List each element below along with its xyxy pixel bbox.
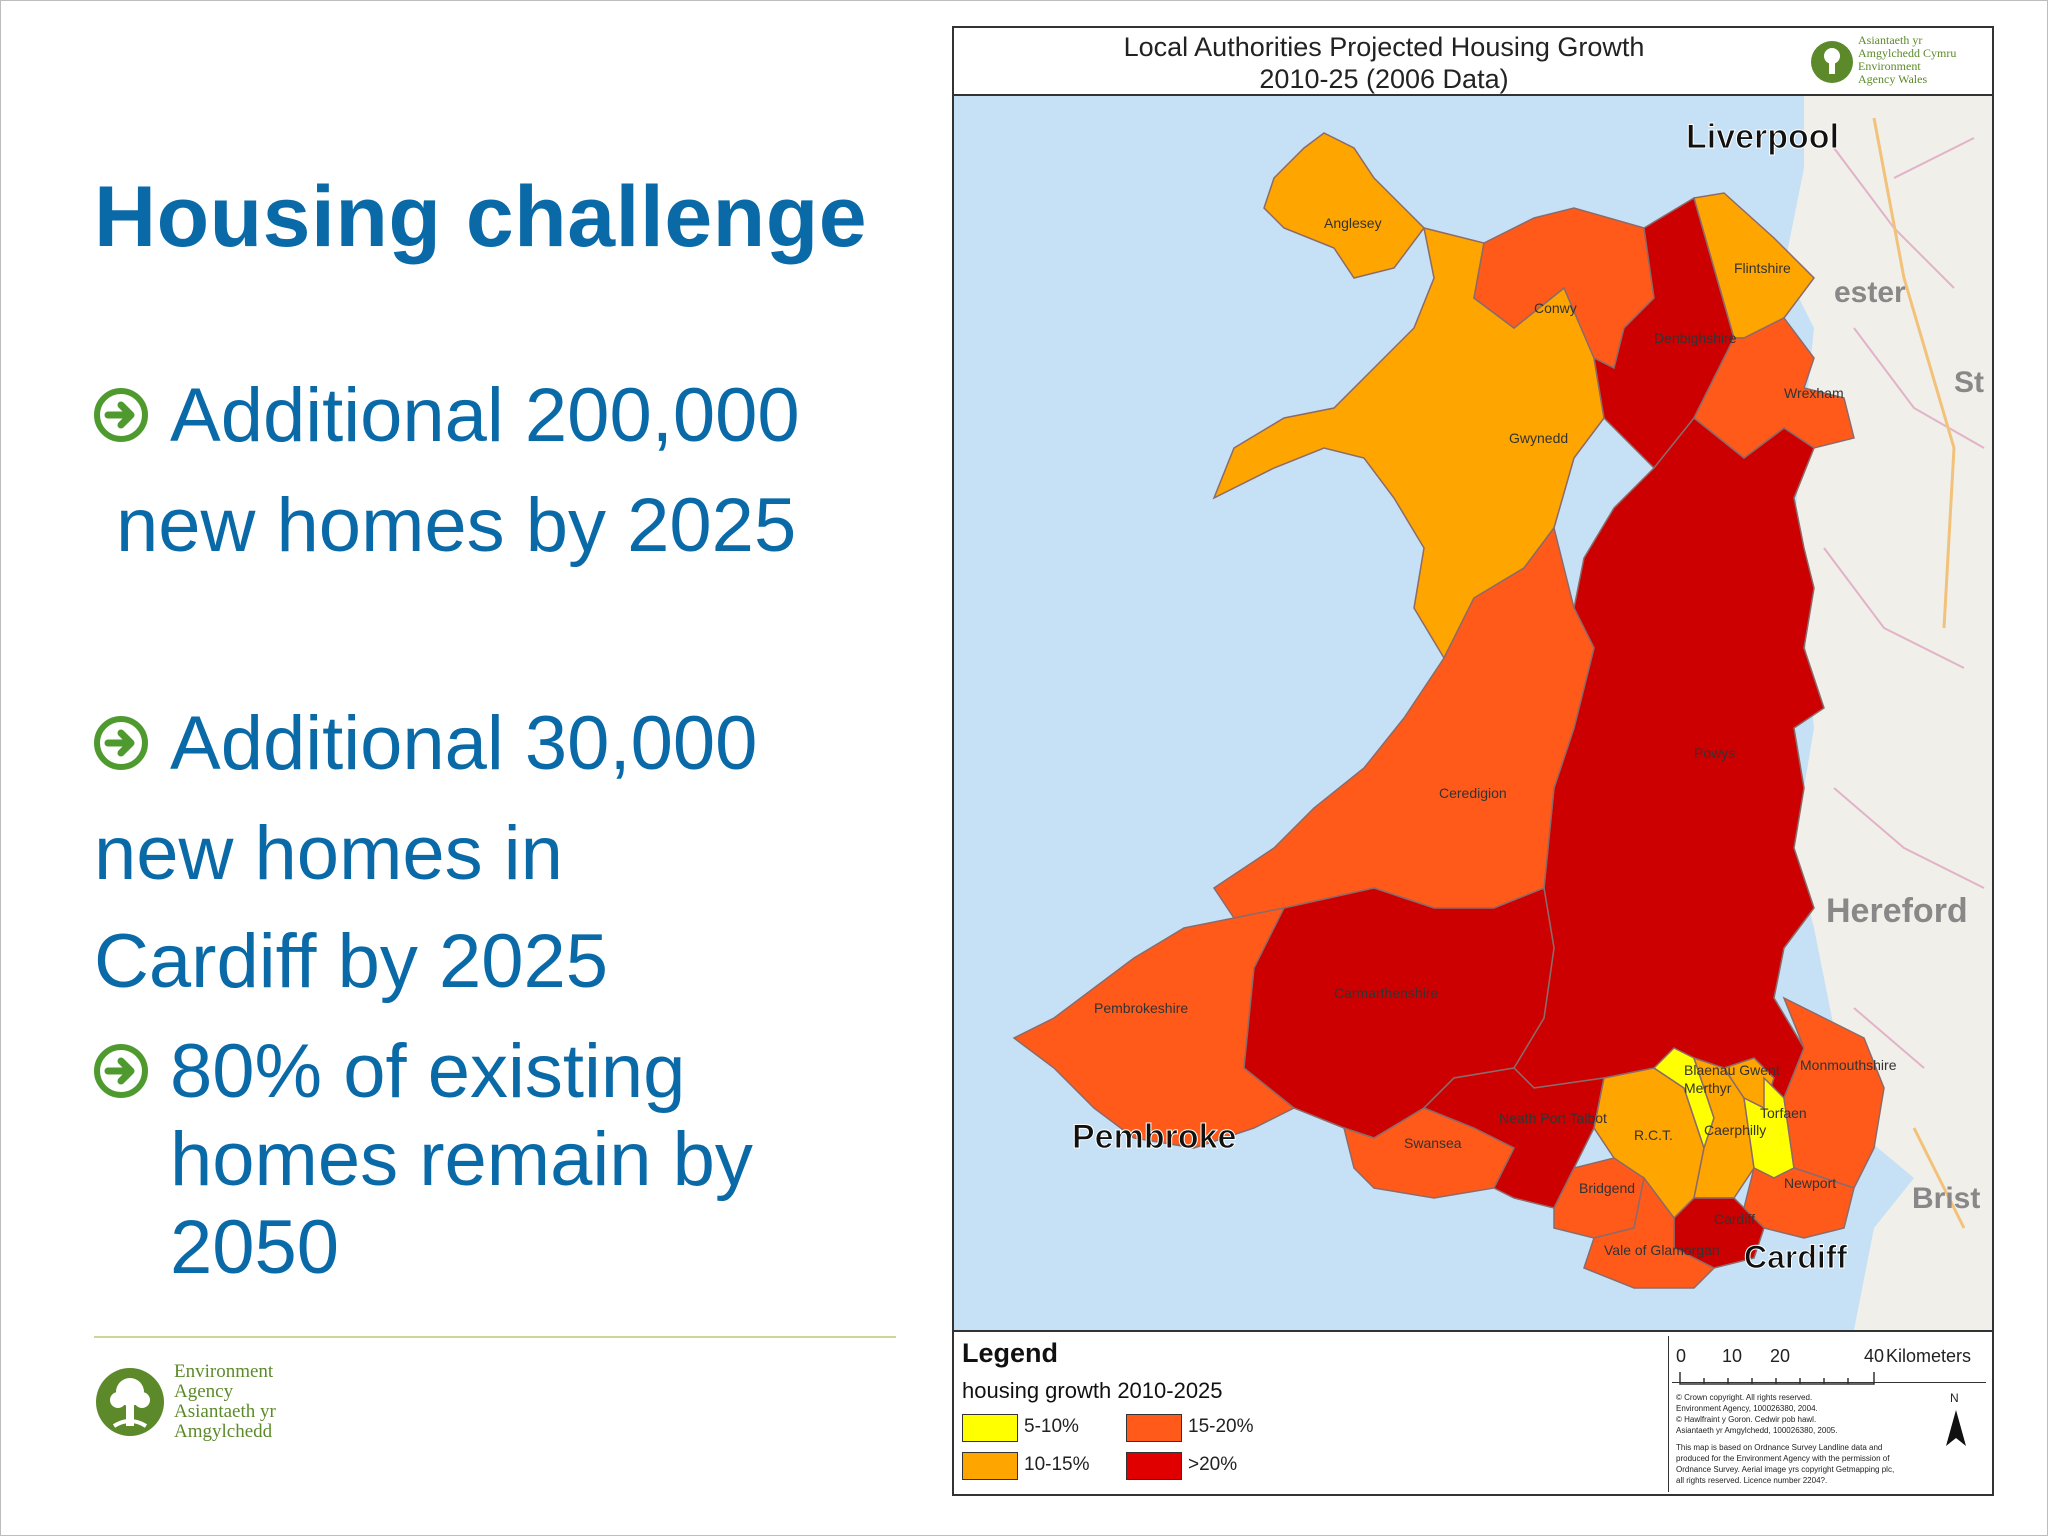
label-cardiff: Cardiff xyxy=(1714,1211,1755,1227)
label-blaenau-gwent: Blaenau Gwent xyxy=(1684,1062,1780,1078)
map-title-bar: Local Authorities Projected Housing Grow… xyxy=(954,28,1992,96)
label-gwynedd: Gwynedd xyxy=(1509,430,1568,446)
scale-tick-0: 0 xyxy=(1676,1346,1686,1366)
map-title: Local Authorities Projected Housing Grow… xyxy=(1123,32,1645,62)
map-legend-panel: Legend housing growth 2010-2025 5-10% 10… xyxy=(954,1330,1992,1494)
map-logo-line: Asiantaeth yr xyxy=(1858,33,1923,47)
legend-label-10-15: 10-15% xyxy=(1024,1454,1090,1475)
place-hereford: Hereford xyxy=(1826,892,1968,930)
copyright-text: © Crown copyright. All rights reserved. … xyxy=(1676,1392,1926,1486)
scale-tick-40: 40 xyxy=(1864,1346,1884,1366)
arrow-circle-right-icon xyxy=(94,388,148,442)
label-caerphilly: Caerphilly xyxy=(1704,1122,1766,1138)
map-logo-line: Environment xyxy=(1858,59,1921,73)
legend-swatch-over-20 xyxy=(1126,1452,1182,1480)
label-ceredigion: Ceredigion xyxy=(1439,785,1507,801)
legend-label-5-10: 5-10% xyxy=(1024,1416,1079,1437)
legend-label-over-20: >20% xyxy=(1188,1454,1238,1475)
label-anglesey: Anglesey xyxy=(1324,215,1382,231)
label-swansea: Swansea xyxy=(1404,1135,1462,1151)
bullet3-line1: 80% of existing xyxy=(170,1029,686,1114)
scale-tick-20: 20 xyxy=(1770,1346,1790,1366)
label-vale-of-glamorgan: Vale of Glamorgan xyxy=(1604,1242,1720,1258)
copyright-line: Asiantaeth yr Amgylchedd, 100026380, 200… xyxy=(1676,1426,1838,1435)
arrow-circle-right-icon xyxy=(94,1044,148,1098)
place-chester: ester xyxy=(1834,276,1906,309)
label-powys: Powys xyxy=(1694,745,1735,761)
copyright-line: produced for the Environment Agency with… xyxy=(1676,1454,1890,1463)
footer-divider xyxy=(94,1336,896,1338)
copyright-line: Environment Agency, 100026380, 2004. xyxy=(1676,1404,1818,1413)
legend-swatch-5-10 xyxy=(962,1414,1018,1442)
region-anglesey xyxy=(1263,132,1425,279)
scale-bar: 0 10 20 40 Kilometers xyxy=(1676,1346,1971,1385)
map-canvas: Anglesey Conwy Denbighshire Flintshire W… xyxy=(954,94,1992,1330)
place-cardiff: Cardiff xyxy=(1744,1239,1847,1275)
legend-separator xyxy=(1668,1336,1669,1492)
copyright-line: all rights reserved. Licence number 2204… xyxy=(1676,1476,1828,1485)
scale-tick-10: 10 xyxy=(1722,1346,1742,1366)
housing-growth-map: Anglesey Conwy Denbighshire Flintshire W… xyxy=(952,26,1994,1496)
label-flintshire: Flintshire xyxy=(1734,260,1791,276)
label-rct: R.C.T. xyxy=(1634,1127,1673,1143)
map-logo-text: Asiantaeth yr Amgylchedd Cymru Environme… xyxy=(1858,34,1956,86)
label-torfaen: Torfaen xyxy=(1760,1105,1807,1121)
authority-regions xyxy=(1012,132,1885,1289)
slide-title: Housing challenge xyxy=(94,169,868,265)
arrow-circle-right-icon xyxy=(94,716,148,770)
place-pembroke: Pembroke xyxy=(1072,1118,1236,1156)
environment-agency-wales-logo xyxy=(1811,41,1853,83)
scale-unit: Kilometers xyxy=(1886,1346,1971,1366)
copyright-line: © Crown copyright. All rights reserved. xyxy=(1676,1393,1813,1402)
north-label: N xyxy=(1950,1391,1959,1405)
place-labels: Liverpool ester St Hereford Brist Pembro… xyxy=(1072,118,1985,1276)
bullet2-line1: Additional 30,000 xyxy=(170,701,758,786)
bullet1-line1: Additional 200,000 xyxy=(170,373,800,458)
region-wrexham xyxy=(1693,317,1855,459)
legend-label-15-20: 15-20% xyxy=(1188,1416,1254,1437)
scale-divider xyxy=(1672,1382,1986,1383)
bullet1-line2: new homes by 2025 xyxy=(116,483,797,568)
logo-line: Agency xyxy=(174,1381,234,1402)
map-subtitle: 2010-25 (2006 Data) xyxy=(1259,64,1509,94)
label-neath-port-talbot: Neath Port Talbot xyxy=(1499,1110,1607,1126)
bullet3-line3: 2050 xyxy=(170,1205,340,1290)
map-motorways xyxy=(1872,117,1966,1229)
label-carmarthenshire: Carmarthenshire xyxy=(1334,985,1438,1001)
logo-line: Asiantaeth yr xyxy=(174,1401,276,1422)
north-arrow-icon: N xyxy=(1946,1391,1966,1446)
label-bridgend: Bridgend xyxy=(1579,1180,1635,1196)
region-vale-of-glamorgan xyxy=(1583,1176,1716,1289)
label-pembrokeshire: Pembrokeshire xyxy=(1094,1000,1188,1016)
environment-agency-logo xyxy=(96,1368,164,1436)
label-monmouthshire: Monmouthshire xyxy=(1800,1057,1897,1073)
label-merthyr: Merthyr xyxy=(1684,1080,1732,1096)
logo-line: Amgylchedd xyxy=(174,1421,273,1442)
bullet2-line3: Cardiff by 2025 xyxy=(94,919,609,1004)
place-stoke: St xyxy=(1954,366,1984,399)
label-newport: Newport xyxy=(1784,1175,1836,1191)
label-denbighshire: Denbighshire xyxy=(1654,330,1737,346)
map-logo-line: Agency Wales xyxy=(1858,72,1928,86)
copyright-line: © Hawlfraint y Goron. Cedwir pob hawl. xyxy=(1676,1415,1817,1424)
copyright-line: Ordnance Survey. Aerial image yrs copyri… xyxy=(1676,1465,1895,1474)
region-labels: Anglesey Conwy Denbighshire Flintshire W… xyxy=(1094,215,1897,1258)
label-conwy: Conwy xyxy=(1534,300,1577,316)
environment-agency-wordmark: Environment Agency Asiantaeth yr Amgylch… xyxy=(174,1362,276,1442)
bullet2-line2: new homes in xyxy=(94,811,563,896)
map-logo-line: Amgylchedd Cymru xyxy=(1858,46,1957,60)
legend-swatch-10-15 xyxy=(962,1452,1018,1480)
logo-line: Environment xyxy=(174,1361,274,1382)
place-bristol: Brist xyxy=(1912,1182,1980,1215)
map-roads xyxy=(1823,137,1985,1069)
legend-title: Legend xyxy=(962,1338,1059,1368)
bullet3-line2: homes remain by xyxy=(170,1117,753,1202)
label-wrexham: Wrexham xyxy=(1784,385,1844,401)
copyright-line: This map is based on Ordnance Survey Lan… xyxy=(1676,1443,1883,1452)
place-liverpool: Liverpool xyxy=(1686,118,1839,156)
legend-swatch-15-20 xyxy=(1126,1414,1182,1442)
legend-subtitle: housing growth 2010-2025 xyxy=(962,1378,1223,1403)
